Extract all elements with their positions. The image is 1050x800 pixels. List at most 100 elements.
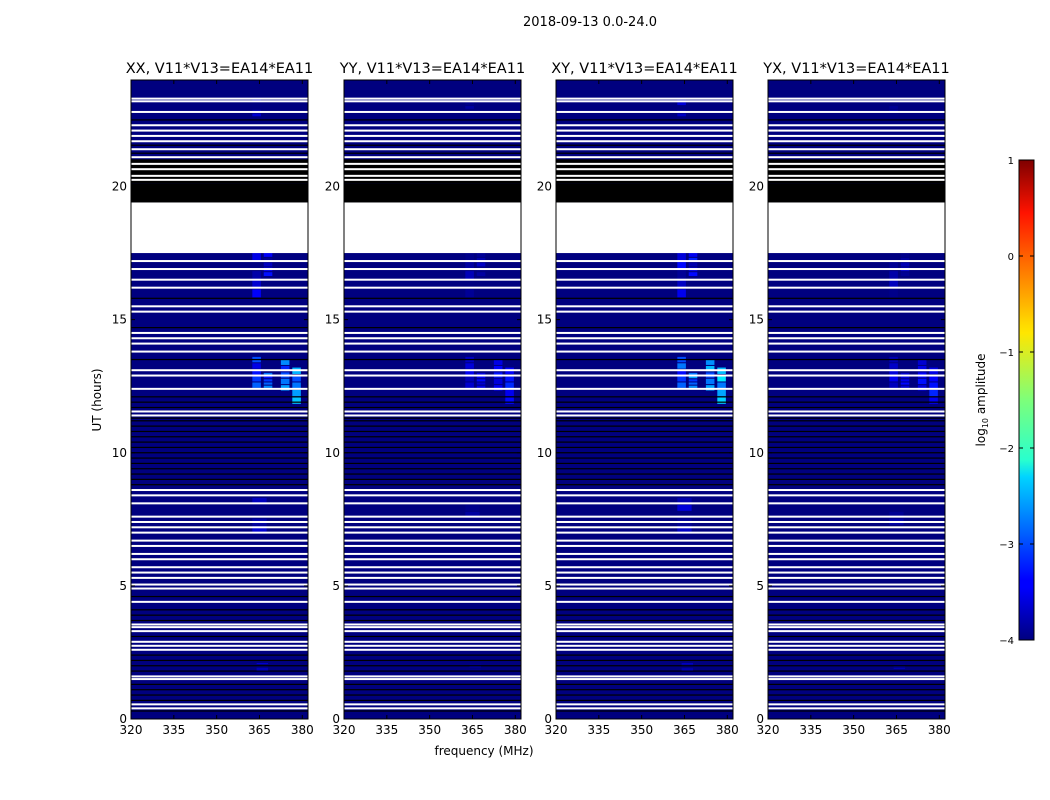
flag-row-white <box>131 174 308 177</box>
flag-row-dark <box>344 484 521 486</box>
flag-row-dark <box>131 654 308 656</box>
heatmap-cell <box>505 389 514 397</box>
flag-row-dark <box>768 659 945 662</box>
flag-row-white <box>344 134 521 137</box>
heatmap-cell <box>917 365 927 372</box>
flag-row-white <box>344 305 521 308</box>
colorbar-tick-label: −3 <box>999 540 1014 551</box>
heatmap-cell <box>917 359 927 365</box>
flag-row-dark <box>131 473 308 475</box>
heatmap-cell <box>889 504 904 511</box>
colorbar-tick-label: −4 <box>999 636 1014 647</box>
heatmap-cell <box>465 498 480 504</box>
heatmap-cell <box>280 385 290 391</box>
flag-row-dark <box>344 436 521 438</box>
flag-row-dark <box>344 396 521 398</box>
flag-row-dark <box>131 665 308 667</box>
heatmap-cell <box>677 98 686 102</box>
heatmap-cell <box>705 378 715 385</box>
flag-row-white <box>131 544 308 547</box>
heatmap-cell <box>465 98 474 102</box>
flag-row-white <box>768 648 945 651</box>
flag-row-dark <box>768 683 945 685</box>
flag-row-white <box>556 124 733 127</box>
flag-row-dark <box>768 446 945 449</box>
heatmap-cell <box>493 385 503 391</box>
flag-row-white <box>768 286 945 289</box>
flag-row-white <box>768 174 945 177</box>
heatmap-cell <box>717 375 726 382</box>
flag-row-white <box>556 502 733 505</box>
flag-row-white <box>344 168 521 171</box>
flag-row-dark <box>768 297 945 299</box>
flag-row-dark <box>344 441 521 443</box>
flag-row-white <box>768 515 945 518</box>
flag-row-dark <box>556 420 733 422</box>
x-tick-label: 350 <box>418 723 441 737</box>
heatmap-cell <box>469 663 482 665</box>
flag-row-white <box>131 526 308 529</box>
flag-row-dark <box>768 699 945 701</box>
flag-band-dark <box>768 159 945 184</box>
heatmap-cell <box>465 376 474 382</box>
heatmap-cell <box>252 369 261 376</box>
heatmap-cell <box>465 262 474 271</box>
flag-row-dark <box>131 152 308 154</box>
heatmap-cell <box>889 102 898 106</box>
flag-row-white <box>131 678 308 681</box>
x-tick-label: 350 <box>630 723 653 737</box>
flag-row-white <box>768 640 945 643</box>
heatmap-cell <box>681 666 694 668</box>
flag-row-white <box>556 494 733 497</box>
panel-4: YX, V11*V13=EA14*EA11 320 335 350 365 380 0 5 10… <box>749 61 951 737</box>
flag-row-white <box>556 156 733 159</box>
heatmap-cell <box>505 375 514 382</box>
flag-row-dark <box>768 484 945 486</box>
flag-row-dark <box>556 635 733 638</box>
flag-row-dark <box>344 670 521 672</box>
flag-row-white <box>344 623 521 626</box>
y-tick-label: 0 <box>756 712 764 726</box>
flag-row-white <box>768 156 945 159</box>
flag-row-white <box>768 626 945 629</box>
heatmap-cell <box>465 113 474 117</box>
flag-row-dark <box>768 670 945 672</box>
flag-row-dark <box>556 689 733 691</box>
flag-row-dark <box>556 436 733 438</box>
flag-row-white <box>131 410 308 413</box>
flag-row-white <box>556 539 733 542</box>
heatmap-cell <box>476 262 486 267</box>
y-tick-label: 20 <box>537 180 552 194</box>
heatmap-cell <box>280 378 290 385</box>
flag-row-white <box>131 286 308 289</box>
y-tick-label: 5 <box>756 579 764 593</box>
flag-row-dark <box>131 670 308 672</box>
x-tick-label: 320 <box>545 723 568 737</box>
flag-row-dark <box>344 119 521 121</box>
flag-row-dark <box>556 462 733 464</box>
flag-row-dark <box>768 358 945 361</box>
flag-row-dark <box>344 462 521 464</box>
flag-row-dark <box>556 665 733 667</box>
flag-row-white <box>131 140 308 143</box>
x-tick-label: 365 <box>885 723 908 737</box>
flag-row-white <box>556 162 733 165</box>
flag-row-dark <box>131 468 308 470</box>
heatmap-cell <box>677 498 692 504</box>
flag-row-white <box>768 623 945 626</box>
flag-row-white <box>344 110 521 113</box>
heatmap-cell <box>677 280 686 289</box>
y-tick-label: 5 <box>332 579 340 593</box>
flag-row-white <box>768 350 945 353</box>
heatmap-cell <box>688 372 698 376</box>
flag-row-white <box>768 502 945 505</box>
heatmap-cell <box>263 262 273 267</box>
flag-row-dark <box>556 619 733 622</box>
x-tick-label: 365 <box>461 723 484 737</box>
flag-row-white <box>768 310 945 313</box>
heatmap-cell <box>252 253 261 262</box>
heatmap-cell <box>252 262 261 271</box>
flag-row-white <box>556 648 733 651</box>
flag-row-white <box>344 531 521 534</box>
flag-row-white <box>344 626 521 629</box>
